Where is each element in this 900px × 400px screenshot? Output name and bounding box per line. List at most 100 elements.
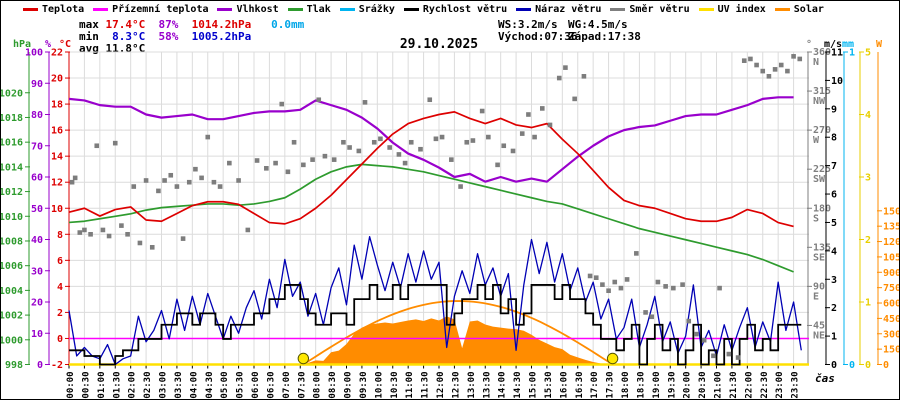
legend-label: Srážky — [358, 4, 395, 15]
svg-text:90: 90 — [813, 281, 825, 292]
svg-text:50: 50 — [31, 204, 43, 215]
svg-text:09:00: 09:00 — [344, 372, 354, 399]
svg-text:70: 70 — [31, 141, 43, 152]
legend-label: Tlak — [306, 4, 331, 15]
svg-text:750: 750 — [883, 283, 900, 294]
svg-text:03:00: 03:00 — [159, 372, 169, 399]
svg-text:18:30: 18:30 — [636, 372, 646, 399]
legend-item-vlhkost: Vlhkost — [217, 4, 279, 15]
series-wind-direction — [69, 54, 803, 360]
legend-swatch-icon — [610, 8, 626, 11]
svg-text:1004: 1004 — [1, 286, 23, 297]
svg-text:1002: 1002 — [1, 311, 23, 322]
svg-text:22: 22 — [51, 48, 63, 59]
series-pressure — [68, 163, 794, 273]
svg-text:mm: mm — [842, 39, 854, 50]
legend-swatch-icon — [339, 8, 355, 11]
legend-item-p-zemn-teplota: Přízemní teplota — [93, 4, 208, 15]
svg-text:2: 2 — [57, 308, 63, 319]
svg-text:20:00: 20:00 — [683, 372, 693, 399]
svg-text:6: 6 — [831, 190, 837, 201]
svg-text:9: 9 — [831, 104, 837, 115]
svg-text:0: 0 — [849, 360, 855, 371]
legend-item-tlak: Tlak — [287, 4, 331, 15]
svg-text:08:00: 08:00 — [313, 372, 323, 399]
svg-text:100: 100 — [25, 48, 43, 59]
svg-text:8: 8 — [831, 133, 837, 144]
svg-text:22:30: 22:30 — [760, 372, 770, 399]
svg-text:04:00: 04:00 — [189, 372, 199, 399]
min-pressure: 1005.2hPa — [191, 30, 252, 43]
svg-text:16: 16 — [51, 126, 63, 137]
svg-text:03:30: 03:30 — [174, 372, 184, 399]
svg-text:4: 4 — [865, 110, 871, 121]
svg-text:21:00: 21:00 — [714, 372, 724, 399]
svg-text:16:00: 16:00 — [559, 372, 569, 399]
axis-temp: -2 0 2 4 6 8 10 12 14 16 18 20 22°C — [51, 39, 71, 371]
svg-text:13:00: 13:00 — [467, 372, 477, 399]
svg-text:4: 4 — [831, 246, 837, 257]
svg-text:0: 0 — [57, 334, 63, 345]
svg-text:900: 900 — [883, 268, 900, 279]
time-axis: 00:00 00:30 01:00 01:30 02:00 02:30 03:00 03:30… — [66, 364, 801, 399]
legend-swatch-icon — [403, 8, 419, 11]
svg-text:07:30: 07:30 — [297, 372, 307, 399]
svg-text:0: 0 — [831, 360, 837, 371]
svg-text:360: 360 — [813, 47, 831, 58]
legend-label: Rychlost větru — [422, 4, 508, 15]
svg-text:1: 1 — [849, 48, 855, 59]
svg-text:02:30: 02:30 — [143, 372, 153, 399]
svg-text:1000: 1000 — [1, 335, 23, 346]
legend-item-teplota: Teplota — [23, 4, 84, 15]
svg-text:12:00: 12:00 — [436, 372, 446, 399]
svg-text:7: 7 — [831, 161, 837, 172]
legend-swatch-icon — [23, 8, 38, 11]
svg-text:1016: 1016 — [1, 138, 23, 149]
svg-text:270: 270 — [813, 125, 831, 136]
wind-gust-stat: WG:4.5m/s — [568, 18, 628, 31]
svg-text:13:30: 13:30 — [482, 372, 492, 399]
svg-text:W: W — [876, 39, 883, 50]
svg-text:11:30: 11:30 — [421, 372, 431, 399]
sunset-time: Západ:17:38 — [568, 30, 641, 43]
svg-text:40: 40 — [31, 235, 43, 246]
svg-text:20: 20 — [51, 74, 63, 85]
svg-text:1006: 1006 — [1, 261, 23, 272]
svg-text:01:30: 01:30 — [112, 372, 122, 399]
svg-text:20: 20 — [31, 298, 43, 309]
svg-text:1500: 1500 — [883, 206, 900, 217]
svg-text:04:30: 04:30 — [205, 372, 215, 399]
svg-text:1020: 1020 — [1, 88, 23, 99]
svg-text:2: 2 — [865, 235, 871, 246]
sunrise-sun-icon — [297, 352, 310, 365]
legend-swatch-icon — [698, 8, 714, 11]
svg-text:00:00: 00:00 — [66, 372, 76, 399]
svg-text:-2: -2 — [51, 360, 63, 371]
svg-text:22:00: 22:00 — [744, 372, 754, 399]
svg-text:10: 10 — [51, 204, 63, 215]
svg-text:21:30: 21:30 — [729, 372, 739, 399]
svg-text:%: % — [45, 39, 51, 50]
svg-text:0: 0 — [865, 360, 871, 371]
series-solar-theoretical — [302, 300, 614, 366]
chart-date-title: 29.10.2025 — [399, 37, 479, 52]
svg-text:°: ° — [806, 39, 812, 50]
axis-wind: 0 1 2 3 4 5 6 7 8 9 10 11m/s — [824, 39, 843, 371]
series-humidity — [68, 96, 794, 183]
svg-text:1018: 1018 — [1, 113, 23, 124]
svg-text:5: 5 — [831, 218, 837, 229]
svg-text:23:30: 23:30 — [791, 372, 801, 399]
svg-text:225: 225 — [813, 164, 831, 175]
stats-max-row: max 17.4°C 87% 1014.2hPa 0.0mm — [79, 19, 304, 31]
min-temperature: 8.3°C — [112, 30, 146, 43]
axis-sol: 0 150 300 450 600 750 900 1050 1200 1350 1500 W — [876, 39, 900, 371]
svg-text:20:30: 20:30 — [698, 372, 708, 399]
legend: Teplota Přízemní teplota Vlhkost Tlak Srážky… — [23, 4, 893, 15]
legend-swatch-icon — [287, 8, 303, 11]
legend-label: Teplota — [42, 4, 85, 15]
svg-text:450: 450 — [883, 314, 900, 325]
legend-label: Vlhkost — [236, 4, 279, 15]
series-wind-gust — [68, 236, 802, 366]
svg-text:1012: 1012 — [1, 187, 23, 198]
